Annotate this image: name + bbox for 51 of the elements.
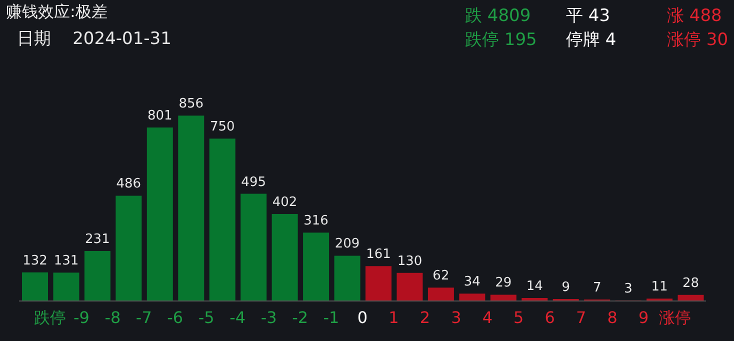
data-label: 34 <box>464 274 480 290</box>
data-label: 9 <box>562 280 570 296</box>
data-label: 11 <box>651 280 668 295</box>
text: 平 43 <box>566 5 610 27</box>
x-tick-label: 1 <box>388 308 399 327</box>
data-label: 801 <box>147 108 172 124</box>
chart-subtitle: 日期 2024-01-31 <box>17 28 172 50</box>
x-tick-label: -9 <box>73 308 90 327</box>
data-label: 131 <box>54 254 79 269</box>
x-tick-label: -5 <box>198 308 214 327</box>
data-label: 209 <box>334 236 360 252</box>
data-label: 495 <box>241 174 266 190</box>
text: 停牌 4 <box>566 29 616 51</box>
x-tick-label: 6 <box>544 308 555 327</box>
data-label: 132 <box>22 253 48 268</box>
data-label: 316 <box>304 214 328 229</box>
data-label: 486 <box>116 176 142 192</box>
data-label: 14 <box>526 278 543 294</box>
x-tick-label: -2 <box>292 308 308 327</box>
x-tick-label: 3 <box>451 308 462 327</box>
x-tick-label: -8 <box>104 308 121 327</box>
x-tick-label: -1 <box>323 308 340 327</box>
data-label: 29 <box>495 276 512 291</box>
x-tick-label: -6 <box>167 308 184 327</box>
x-tick-label: 7 <box>576 308 586 327</box>
data-label: 28 <box>682 276 700 291</box>
data-label: 130 <box>397 254 422 269</box>
data-label: 7 <box>592 280 602 296</box>
text: 涨停 30 <box>667 29 728 51</box>
chart-title: 赚钱效应:极差 <box>6 2 108 23</box>
text: 涨 488 <box>667 5 722 27</box>
data-label: 402 <box>272 194 298 210</box>
data-label: 3 <box>624 281 632 296</box>
data-label: 161 <box>366 247 391 262</box>
x-tick-label: -3 <box>260 308 277 327</box>
text: 跌 4809 <box>465 5 531 27</box>
x-tick-label: 9 <box>638 308 649 327</box>
x-tick-label: 5 <box>514 308 524 327</box>
x-tick-label: 涨停 <box>658 308 691 327</box>
x-tick-label: 跌停 <box>34 308 66 327</box>
data-label: 856 <box>178 96 204 112</box>
data-label: 62 <box>432 268 450 284</box>
x-tick-label: 4 <box>482 308 493 327</box>
text: 跌停 195 <box>465 29 537 51</box>
x-tick-label: -7 <box>136 308 152 327</box>
x-tick-label: 0 <box>357 308 368 327</box>
x-tick-label: 2 <box>420 308 430 327</box>
x-tick-label: -4 <box>230 308 246 327</box>
data-label: 231 <box>85 232 110 247</box>
data-label: 750 <box>210 120 235 135</box>
x-tick-label: 8 <box>607 308 618 327</box>
